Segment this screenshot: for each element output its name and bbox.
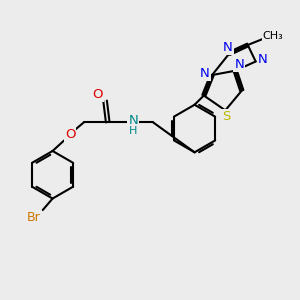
Text: H: H <box>129 125 137 136</box>
Text: N: N <box>223 41 232 54</box>
Text: N: N <box>234 58 244 71</box>
Text: S: S <box>222 110 231 123</box>
Text: O: O <box>65 128 75 141</box>
Text: Br: Br <box>27 211 40 224</box>
Text: N: N <box>128 114 138 127</box>
Text: CH₃: CH₃ <box>263 31 284 41</box>
Text: N: N <box>200 67 210 80</box>
Text: N: N <box>258 53 268 66</box>
Text: O: O <box>93 88 103 101</box>
